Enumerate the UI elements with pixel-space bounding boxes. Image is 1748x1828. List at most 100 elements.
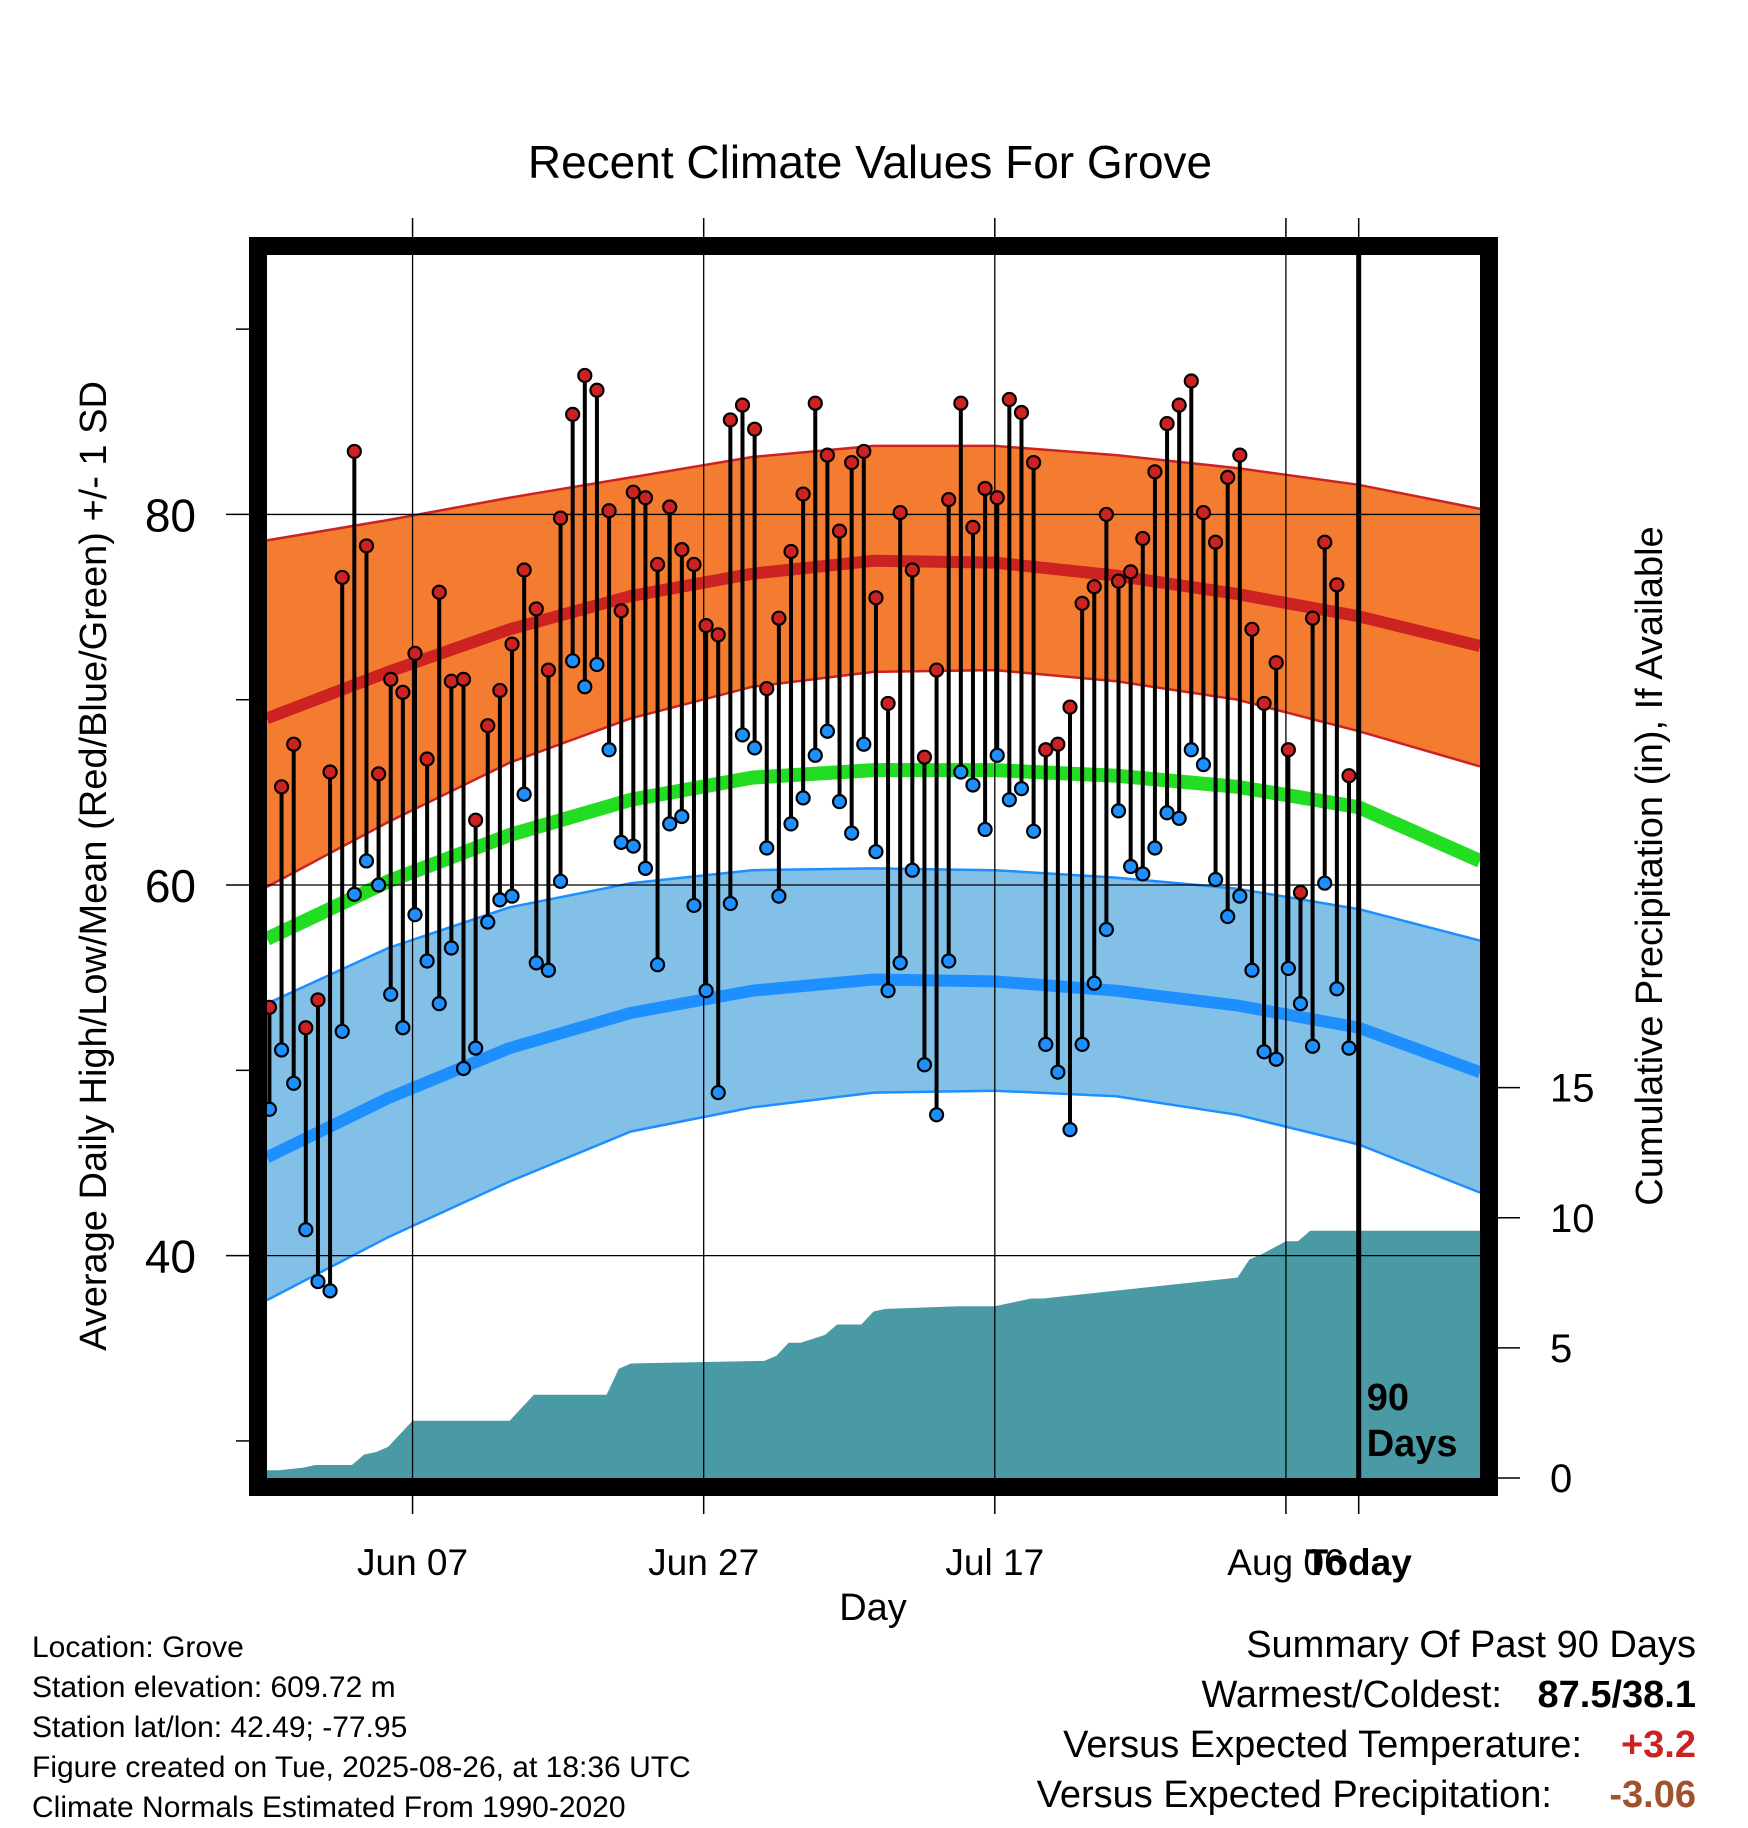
daily-low-point — [977, 821, 993, 838]
daily-high-point — [722, 412, 738, 428]
daily-high-point — [1159, 416, 1175, 432]
daily-high-point — [892, 504, 908, 521]
high-normal-line — [264, 554, 1482, 724]
daily-high-point — [734, 397, 751, 413]
daily-low-point — [1292, 996, 1309, 1012]
daily-high-point — [1135, 530, 1151, 547]
daily-low-point — [856, 736, 872, 752]
daily-high-point — [577, 367, 593, 384]
daily-high-point — [1074, 595, 1090, 611]
daily-high-point — [468, 812, 484, 828]
summary-heading: Summary Of Past 90 Days — [1246, 1624, 1696, 1666]
summary-precip-row: Versus Expected Precipitation: -3.06 — [1037, 1770, 1696, 1820]
daily-high-point — [819, 447, 836, 463]
daily-low-point — [686, 897, 702, 914]
daily-low-point — [273, 1042, 290, 1058]
daily-high-point — [1207, 534, 1224, 550]
chart-title: Recent Climate Values For Grove — [528, 136, 1212, 188]
daily-high-point — [1147, 464, 1163, 480]
daily-low-point — [844, 825, 860, 841]
x-axis-label: Day — [839, 1587, 907, 1628]
normal-bands — [264, 444, 1483, 1302]
normals-text: Climate Normals Estimated From 1990-2020 — [32, 1791, 626, 1824]
daily-high-point — [1292, 884, 1309, 901]
daily-low-point — [831, 794, 848, 810]
daily-high-point — [1086, 579, 1102, 595]
x-tick-label: Jun 07 — [357, 1542, 468, 1583]
daily-high-point — [710, 627, 726, 643]
daily-high-point — [1305, 610, 1321, 626]
daily-high-point — [1341, 768, 1357, 784]
daily-low-point — [1195, 756, 1212, 773]
daily-low-point — [1074, 1036, 1090, 1052]
precip-area — [267, 1230, 1480, 1478]
daily-low-point — [795, 790, 811, 806]
daily-low-point — [334, 1023, 350, 1040]
daily-low-point — [819, 723, 836, 739]
daily-low-point — [649, 957, 666, 973]
daily-high-point — [395, 684, 411, 700]
created-text: Figure created on Tue, 2025-08-26, at 18… — [32, 1751, 691, 1784]
low-normal-band — [267, 868, 1480, 1301]
daily-high-point — [783, 543, 799, 560]
daily-high-point — [1098, 506, 1114, 523]
daily-low-point — [1183, 742, 1199, 758]
daily-high-point — [1220, 469, 1236, 485]
station-info: Location: Grove Station elevation: 609.7… — [32, 1628, 691, 1828]
elevation-text: Station elevation: 609.72 m — [32, 1671, 396, 1704]
daily-low-point — [989, 747, 1005, 763]
x-tick-label: Aug 06 — [1227, 1542, 1344, 1583]
daily-high-point — [419, 751, 435, 767]
daily-high-point — [674, 542, 690, 558]
daily-high-point — [1026, 454, 1042, 471]
summary-warmest-row: Warmest/Coldest: 87.5/38.1 — [1037, 1670, 1696, 1720]
daily-high-point — [977, 480, 993, 497]
daily-low-point — [1026, 823, 1042, 839]
daily-low-point — [1110, 803, 1127, 819]
daily-low-point — [286, 1075, 302, 1091]
daily-high-point — [904, 562, 920, 578]
daily-high-point — [686, 556, 702, 573]
daily-high-point — [662, 499, 678, 515]
daily-low-point — [419, 953, 435, 969]
daily-low-point — [1280, 960, 1296, 977]
daily-low-point — [807, 747, 823, 763]
daily-high-point — [1232, 447, 1248, 463]
daily-low-point — [613, 834, 629, 851]
daily-high-point — [916, 749, 933, 765]
daily-low-point — [904, 862, 920, 878]
y2-tick-label: 15 — [1550, 1067, 1595, 1111]
daily-high-point — [844, 454, 860, 471]
daily-high-point — [589, 382, 605, 398]
low-band-lower-edge — [266, 1089, 1481, 1302]
daily-low-point — [1123, 858, 1139, 875]
daily-low-point — [383, 986, 399, 1002]
warmest-value: 87.5/38.1 — [1537, 1674, 1696, 1716]
daily-low-point — [965, 777, 981, 793]
daily-low-point — [698, 983, 714, 999]
daily-low-point — [1317, 875, 1333, 891]
daily-high-point — [1001, 391, 1017, 408]
daily-low-point — [734, 727, 751, 743]
daily-high-point — [383, 671, 399, 687]
daily-low-point — [1268, 1051, 1284, 1067]
y2-tick-label: 10 — [1550, 1197, 1595, 1241]
daily-low-point — [771, 888, 787, 904]
y-tick-label: 40 — [145, 1231, 196, 1283]
daily-high-point — [868, 590, 884, 606]
daily-high-point — [928, 662, 945, 678]
daily-low-point — [589, 656, 605, 673]
daily-high-point — [941, 492, 957, 508]
y2-tick-label: 0 — [1550, 1457, 1572, 1501]
daily-high-point — [322, 764, 338, 780]
daily-low-point — [880, 983, 896, 999]
daily-high-point — [504, 636, 520, 652]
precip-value: -3.06 — [1609, 1774, 1696, 1816]
daily-low-point — [552, 873, 569, 889]
daily-high-point — [649, 556, 666, 573]
daily-low-point — [455, 1060, 472, 1077]
daily-high-point — [492, 682, 508, 699]
daily-high-point — [552, 510, 569, 526]
daily-low-point — [407, 907, 423, 923]
